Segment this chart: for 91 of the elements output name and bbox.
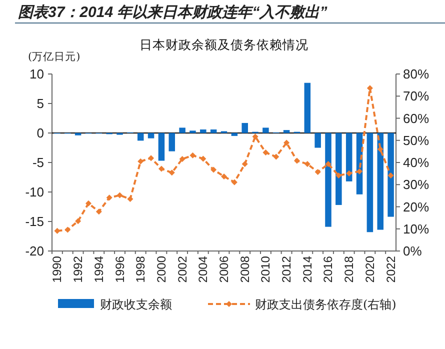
y-tick-label: 10 — [30, 66, 44, 82]
point — [190, 152, 196, 158]
legend-label: 财政支出债务依存度(右轴) — [255, 298, 396, 312]
point — [158, 166, 164, 172]
chart-subtitle: 日本财政余额及债务依赖情况 — [140, 37, 308, 52]
point — [138, 158, 144, 164]
y2-tick-label: 0% — [403, 244, 422, 258]
x-tick-label: 2020 — [362, 256, 377, 283]
bar — [168, 133, 176, 152]
point — [221, 173, 227, 180]
legend-label: 财政收支余额 — [100, 298, 172, 312]
y-axis-title: (万亿日元) — [28, 51, 80, 63]
x-tick-label: 2014 — [300, 256, 314, 283]
point — [304, 161, 310, 168]
y-tick-label: -10 — [25, 184, 44, 200]
point — [75, 218, 82, 224]
y2-tick-label: 40% — [403, 155, 430, 170]
point — [284, 140, 290, 146]
y-tick-label: 5 — [36, 96, 44, 111]
x-tick-label: 2012 — [280, 256, 294, 283]
point — [242, 161, 248, 168]
point — [96, 208, 102, 215]
x-tick-label: 2004 — [196, 256, 210, 283]
bar — [242, 122, 248, 133]
point — [127, 196, 134, 202]
x-tick-label: 1994 — [92, 256, 106, 283]
x-tick-label: 2000 — [154, 256, 168, 283]
point — [366, 85, 373, 92]
point — [314, 169, 321, 176]
bar — [200, 129, 206, 133]
y2-tick-label: 30% — [403, 177, 430, 192]
point — [252, 134, 258, 140]
point — [231, 179, 238, 186]
x-tick-label: 1996 — [112, 256, 127, 283]
x-tick-label: 1998 — [134, 256, 148, 283]
x-tick-label: 2006 — [217, 256, 231, 283]
y2-tick-label: 70% — [403, 88, 430, 104]
bar — [388, 133, 394, 217]
legend-财政收支余额: 财政收支余额 — [58, 298, 172, 312]
x-tick-label: 2016 — [321, 256, 336, 283]
y2-tick-label: 20% — [403, 199, 430, 214]
point — [388, 172, 394, 179]
bar — [304, 82, 311, 133]
y2-tick-label: 80% — [403, 66, 430, 82]
legend-财政支出债务依存度(右轴): 财政支出债务依存度(右轴) — [208, 298, 396, 312]
x-tick-label: 2002 — [175, 256, 190, 283]
point — [85, 200, 92, 206]
point — [210, 166, 217, 173]
y2-tick-label: 50% — [403, 132, 430, 148]
point — [325, 161, 332, 168]
y-tick-label: 0 — [36, 126, 44, 140]
bar — [262, 128, 269, 133]
point — [106, 194, 112, 201]
point — [262, 150, 269, 156]
point — [336, 172, 342, 179]
bar — [231, 133, 238, 136]
point — [346, 170, 352, 176]
point — [200, 156, 206, 162]
bar — [283, 130, 290, 133]
x-tick-label: 2018 — [342, 256, 356, 283]
bar — [137, 133, 144, 141]
bar — [336, 133, 342, 205]
point — [294, 158, 300, 164]
x-tick-label: 1990 — [50, 256, 64, 283]
bar — [179, 128, 186, 133]
chart-title: 图表37：2014 年以来日本财政连年“入不敷出” — [18, 4, 328, 21]
y-tick-label: -15 — [25, 214, 44, 229]
point — [64, 226, 71, 233]
point — [179, 156, 186, 162]
bar — [148, 133, 154, 138]
point — [377, 146, 384, 152]
y-tick-label: -20 — [25, 244, 44, 258]
bar — [377, 133, 384, 230]
bar — [325, 133, 332, 227]
x-tick-label: 1992 — [71, 256, 86, 283]
bar — [314, 133, 321, 148]
bar — [366, 133, 374, 232]
bar — [346, 133, 352, 182]
bar — [158, 133, 165, 161]
x-tick-label: 2008 — [238, 256, 252, 283]
y-tick-label: -5 — [32, 155, 44, 170]
x-tick-label: 2010 — [258, 256, 273, 283]
bar — [210, 129, 217, 133]
point — [116, 192, 123, 198]
point — [148, 155, 154, 162]
x-tick-label: 2022 — [384, 256, 398, 283]
point — [273, 154, 280, 160]
y2-tick-label: 60% — [403, 110, 430, 126]
point — [356, 168, 363, 174]
point — [168, 170, 175, 176]
y2-tick-label: 10% — [403, 221, 430, 236]
